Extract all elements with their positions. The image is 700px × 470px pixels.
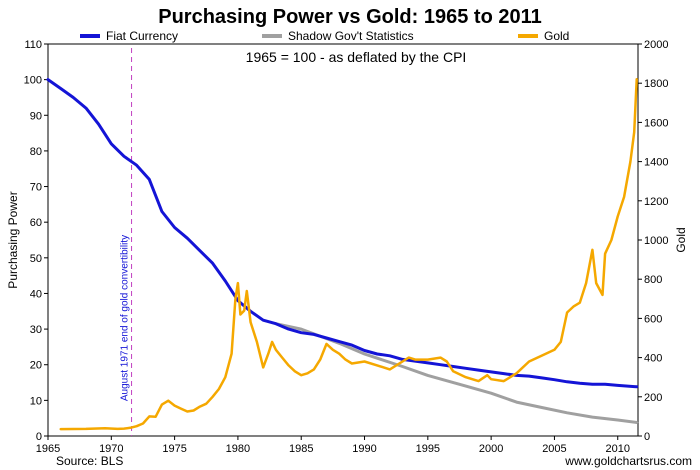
y-left-tick-label-70: 70 xyxy=(30,182,42,194)
series-line-shadow-gov-t-statistics xyxy=(274,322,639,424)
x-tick-label-1975: 1975 xyxy=(162,443,186,455)
y-axis-left-label: Purchasing Power xyxy=(6,191,20,288)
y-right-tick-label-2000: 2000 xyxy=(644,39,668,51)
credit-note: www.goldchartsrus.com xyxy=(564,454,692,468)
y-axis-right: 0 200 400 600 800 1000 1200 1400 1600 1800 2000 xyxy=(638,39,668,443)
y-right-tick-label-1800: 1800 xyxy=(644,78,668,90)
gold-convertibility-annotation: August 1971 end of gold convertibility xyxy=(120,235,131,401)
x-tick-label-1990: 1990 xyxy=(352,443,376,455)
y-left-tick-label-110: 110 xyxy=(24,39,42,51)
chart-subtitle: 1965 = 100 - as deflated by the CPI xyxy=(246,49,467,65)
y-right-tick-label-1200: 1200 xyxy=(644,196,668,208)
x-tick-label-1980: 1980 xyxy=(226,443,250,455)
legend: Fiat Currency Shadow Gov't Statistics Go… xyxy=(80,29,569,43)
y-right-tick-label-400: 400 xyxy=(644,353,662,365)
y-left-tick-label-10: 10 xyxy=(30,395,42,407)
legend-label-shadow-govt-statistics: Shadow Gov't Statistics xyxy=(288,29,414,43)
y-left-tick-label-40: 40 xyxy=(30,288,42,300)
y-left-tick-label-80: 80 xyxy=(30,146,42,158)
y-left-tick-label-20: 20 xyxy=(30,360,42,372)
y-right-tick-label-600: 600 xyxy=(644,313,662,325)
series-line-fiat-currency xyxy=(46,78,639,389)
series-line-gold xyxy=(59,78,638,431)
y-right-tick-label-1000: 1000 xyxy=(644,235,668,247)
y-left-tick-label-50: 50 xyxy=(30,253,42,265)
y-left-tick-label-100: 100 xyxy=(24,75,42,87)
x-tick-label-1970: 1970 xyxy=(99,443,123,455)
legend-label-gold: Gold xyxy=(544,29,569,43)
x-tick-label-2000: 2000 xyxy=(479,443,503,455)
y-left-tick-label-60: 60 xyxy=(30,217,42,229)
x-tick-label-2010: 2010 xyxy=(606,443,630,455)
y-right-tick-label-0: 0 xyxy=(644,431,650,443)
y-right-tick-label-1400: 1400 xyxy=(644,157,668,169)
y-right-tick-label-1600: 1600 xyxy=(644,117,668,129)
x-tick-label-1995: 1995 xyxy=(416,443,440,455)
x-tick-label-1965: 1965 xyxy=(36,443,60,455)
y-axis-right-label: Gold xyxy=(674,227,688,252)
y-axis-left: 0 10 20 30 40 50 60 70 80 90 100 110 xyxy=(24,39,48,443)
series-layer xyxy=(46,78,639,431)
x-tick-label-2005: 2005 xyxy=(542,443,566,455)
legend-label-fiat-currency: Fiat Currency xyxy=(106,29,178,43)
y-right-tick-label-200: 200 xyxy=(644,392,662,404)
y-right-tick-label-800: 800 xyxy=(644,274,662,286)
y-left-tick-label-30: 30 xyxy=(30,324,42,336)
x-tick-label-1985: 1985 xyxy=(289,443,313,455)
source-note: Source: BLS xyxy=(56,454,123,468)
chart-title: Purchasing Power vs Gold: 1965 to 2011 xyxy=(158,6,542,28)
y-left-tick-label-90: 90 xyxy=(30,110,42,122)
y-left-tick-label-0: 0 xyxy=(36,431,42,443)
x-axis: 1965 1970 1975 1980 1985 1990 1995 2000 2005 2010 xyxy=(36,436,630,455)
